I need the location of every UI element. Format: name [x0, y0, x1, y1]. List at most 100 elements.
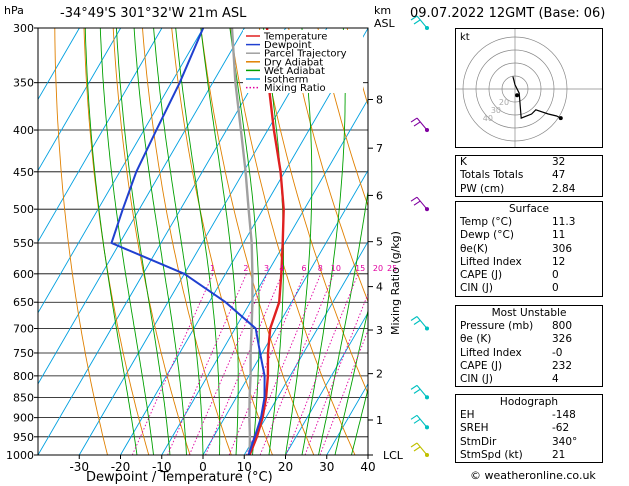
isotherm [38, 28, 245, 385]
location-title: -34°49'S 301°32'W 21m ASL [60, 6, 247, 21]
credit: © weatheronline.co.uk [470, 469, 596, 482]
pressure-tick-label: 950 [13, 431, 34, 444]
unstable-row: CAPE (J) 232 [456, 360, 602, 373]
wet-adiabat [84, 28, 138, 455]
wind-barb [410, 15, 430, 31]
unstable-key: θe (K) [460, 333, 492, 346]
surface-key: Lifted Index [460, 255, 522, 268]
unstable-key: CAPE (J) [460, 359, 503, 372]
mixing-ratio-line [167, 273, 247, 455]
storm-motion-marker [515, 93, 520, 98]
surface-title: Surface [508, 203, 549, 215]
temp-tick-label: 0 [199, 460, 207, 474]
mixing-ratio-label: 2 [243, 264, 248, 273]
mixing-ratio-line [259, 273, 335, 455]
dry-adiabat [258, 28, 368, 395]
unstable-value: 326 [552, 333, 573, 346]
series-parcel-trajectory [230, 28, 254, 455]
surface-key: Temp (°C) [460, 216, 513, 228]
datetime-title: 09.07.2022 12GMT (Base: 06) [410, 6, 606, 21]
isotherm [78, 28, 328, 455]
km-tick-label: 4 [376, 281, 383, 294]
surface-value: 12 [552, 255, 566, 268]
pressure-tick-label: 800 [13, 370, 34, 383]
dry-adiabat [610, 28, 629, 455]
hodo-key: StmDir [460, 435, 497, 448]
mixing-ratio-label: 25 [387, 264, 397, 273]
hodo-value: 21 [552, 448, 566, 461]
dry-adiabat [317, 28, 368, 208]
top-row: Totals Totals 47 [456, 169, 602, 182]
unstable-value: 232 [552, 359, 573, 372]
pressure-tick-label: 550 [13, 237, 34, 250]
hodograph-endpoint [558, 116, 563, 121]
wet-adiabat [153, 28, 204, 455]
km-tick-label: 1 [376, 414, 383, 427]
isotherm [285, 311, 368, 455]
surface-table: Surface Temp (°C) 11.3 Dewp (°C) 11 θe(K) 306… [455, 201, 603, 297]
legend-entry: Dry Adiabat [264, 57, 323, 68]
isotherm [161, 98, 368, 455]
unstable-row: θe (K) 326 [456, 333, 602, 346]
km-tick-label: 7 [376, 142, 383, 155]
temp-tick-label: -30 [69, 460, 89, 474]
surface-row: θe(K) 306 [456, 243, 602, 256]
pressure-tick-label: 1000 [6, 449, 34, 462]
indices-table: K 32 Totals Totals 47 PW (cm) 2.84 [455, 155, 603, 197]
wind-barb [410, 117, 430, 133]
unstable-row: CIN (J) 4 [456, 373, 602, 386]
top-value: 47 [552, 169, 566, 182]
km-tick-label: 2 [376, 368, 383, 381]
hodograph-ring-label: 40 [483, 114, 493, 123]
surface-value: 11.3 [552, 216, 576, 228]
mixing-ratio-label: 6 [301, 264, 306, 273]
top-key: K [460, 156, 467, 168]
surface-value: 11 [552, 229, 566, 242]
wet-adiabat [133, 28, 187, 455]
wet-adiabat [301, 28, 346, 455]
hodo-row: EH -148 [456, 409, 602, 422]
isotherm [38, 28, 204, 314]
x-axis-label: Dewpoint / Temperature (°C) [86, 470, 273, 485]
pressure-tick-label: 850 [13, 391, 34, 404]
km-tick-label: 5 [376, 236, 383, 249]
hodo-row: StmSpd (kt) 21 [456, 449, 602, 462]
wet-adiabat [285, 28, 313, 455]
surface-value: 306 [552, 242, 573, 255]
surface-value: 0 [552, 269, 559, 282]
mixing-ratio-line [319, 329, 368, 455]
hodo-key: SREH [460, 422, 489, 435]
asl-label: ASL [374, 17, 396, 30]
temp-tick-label: 30 [319, 460, 334, 474]
hpa-label: hPa [4, 4, 24, 17]
wet-adiabat [115, 28, 171, 455]
legend-entry: Mixing Ratio [264, 83, 326, 94]
mixing-ratio-label: 1 [210, 264, 215, 273]
wet-adiabat [318, 188, 368, 455]
mixing-ratio-label: 3 [264, 264, 269, 273]
pressure-tick-label: 300 [13, 22, 34, 35]
surface-key: Dewp (°C) [460, 229, 514, 242]
top-value: 2.84 [552, 182, 576, 195]
series-dewpoint [110, 28, 266, 455]
legend-entry: Isotherm [264, 75, 308, 86]
temp-tick-label: 10 [237, 460, 252, 474]
unstable-key: CIN (J) [460, 373, 493, 386]
pressure-tick-label: 750 [13, 347, 34, 360]
unstable-row: Pressure (mb) 800 [456, 320, 602, 333]
pressure-tick-label: 450 [13, 166, 34, 179]
temp-tick-label: 40 [360, 460, 375, 474]
surface-key: θe(K) [460, 242, 488, 255]
surface-row: Lifted Index 12 [456, 256, 602, 269]
surface-key: CAPE (J) [460, 269, 503, 282]
wind-barb [410, 442, 430, 458]
mixing-ratio-line [245, 273, 322, 455]
surface-row: CIN (J) 0 [456, 282, 602, 295]
hodograph-ring-label: 30 [491, 106, 501, 115]
hodograph-panel: kt 20 30 40 [455, 28, 603, 148]
unstable-key: Lifted Index [460, 346, 522, 359]
mixing-ratio-label: 4 [279, 264, 284, 273]
